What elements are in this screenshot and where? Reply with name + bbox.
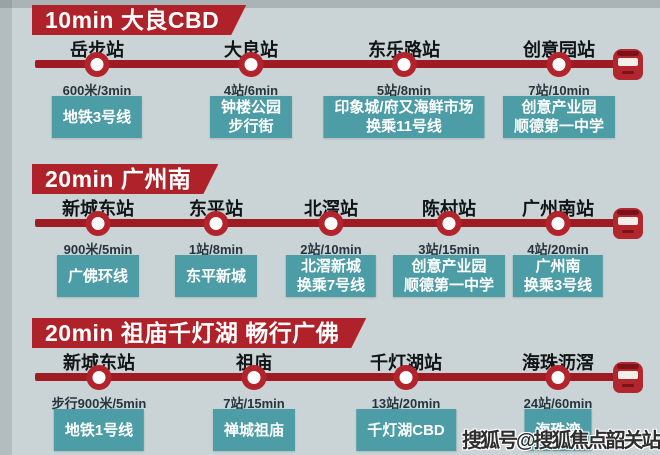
station-name: 新城东站 bbox=[62, 199, 134, 219]
station-dot-icon bbox=[545, 211, 571, 236]
destination-line: 千灯湖CBD bbox=[367, 421, 445, 439]
metro-line bbox=[35, 60, 623, 68]
destination-line: 换乘11号线 bbox=[366, 118, 442, 135]
train-windshield bbox=[618, 217, 638, 225]
station-name: 千灯湖站 bbox=[370, 353, 442, 373]
station-dot-icon bbox=[318, 211, 344, 236]
left-edge-shade bbox=[0, 0, 12, 455]
destination-line: 换乘7号线 bbox=[296, 277, 366, 294]
station-travel-time: 24站/60min bbox=[523, 396, 593, 411]
route-section-zumiao-qiandenghu: 20min 祖庙千灯湖 畅行广佛 新城东站 步行900米/5min 地铁1号线 … bbox=[0, 313, 660, 455]
sohu-watermark: 搜狐号@搜狐焦点韶关站 bbox=[462, 430, 660, 452]
station-dot-icon bbox=[86, 365, 112, 390]
destination-line: 北滘新城 bbox=[300, 258, 361, 275]
station-dot-icon bbox=[546, 52, 572, 77]
destination-box: 广州南 换乘3号线 bbox=[512, 255, 604, 297]
station-dot-icon bbox=[238, 52, 264, 77]
station-dot-icon bbox=[393, 365, 419, 390]
station-dot-icon bbox=[84, 52, 110, 77]
station-travel-time: 步行900米/5min bbox=[51, 396, 147, 411]
station-travel-time: 7站/15min bbox=[223, 396, 285, 411]
train-windshield bbox=[618, 58, 638, 66]
station-travel-time: 2站/10min bbox=[300, 242, 362, 257]
destination-box: 东平新城 bbox=[174, 255, 258, 297]
destination-box: 地铁1号线 bbox=[53, 409, 145, 451]
train-windshield bbox=[618, 371, 638, 379]
section-title: 20min 广州南 bbox=[45, 166, 192, 192]
station-name: 海珠沥滘 bbox=[522, 353, 594, 373]
station-travel-time: 4站/20min bbox=[527, 242, 589, 257]
destination-box: 印象城/府又海鲜市场 换乘11号线 bbox=[323, 96, 485, 138]
destination-box: 地铁3号线 bbox=[51, 96, 143, 138]
destination-line: 地铁3号线 bbox=[62, 108, 132, 126]
train-grille bbox=[622, 230, 634, 233]
train-icon bbox=[613, 362, 643, 393]
route-section-daliang-cbd: 10min 大良CBD 岳步站 600米/3min 地铁3号线 大良站 4站/6… bbox=[0, 0, 660, 159]
metro-line bbox=[35, 373, 623, 381]
destination-line: 广佛环线 bbox=[67, 267, 129, 285]
section-title-banner: 10min 大良CBD bbox=[32, 5, 246, 35]
station-name: 新城东站 bbox=[63, 353, 135, 373]
station-dot-icon bbox=[436, 211, 462, 236]
destination-line: 创意产业园 bbox=[411, 258, 487, 275]
station-travel-time: 13站/20min bbox=[371, 396, 441, 411]
route-section-guangzhou-south: 20min 广州南 新城东站 900米/5min 广佛环线 东平站 1站/8mi… bbox=[0, 159, 660, 318]
destination-box: 禅城祖庙 bbox=[212, 409, 296, 451]
station-name: 陈村站 bbox=[422, 199, 476, 219]
destination-box: 千灯湖CBD bbox=[356, 409, 456, 451]
station-dot-icon bbox=[85, 211, 111, 236]
destination-line: 顺德第一中学 bbox=[513, 118, 605, 135]
top-edge-shade bbox=[0, 0, 660, 8]
destination-box: 广佛环线 bbox=[56, 255, 140, 297]
station-name: 岳步站 bbox=[70, 40, 124, 60]
section-title-banner: 20min 广州南 bbox=[32, 164, 218, 194]
train-icon bbox=[613, 49, 643, 80]
destination-line: 钟楼公园 bbox=[220, 99, 282, 116]
train-grille bbox=[622, 384, 634, 387]
station-travel-time: 1站/8min bbox=[188, 242, 244, 257]
destination-line: 禅城祖庙 bbox=[223, 421, 285, 439]
station-travel-time: 7站/10min bbox=[528, 83, 590, 98]
destination-line: 创意产业园 bbox=[521, 99, 597, 116]
station-travel-time: 3站/15min bbox=[418, 242, 480, 257]
section-title: 20min 祖庙千灯湖 畅行广佛 bbox=[45, 320, 340, 346]
train-grille bbox=[622, 71, 634, 74]
station-name: 大良站 bbox=[224, 40, 278, 60]
station-name: 创意园站 bbox=[523, 40, 595, 60]
destination-line: 东平新城 bbox=[185, 267, 247, 285]
train-icon bbox=[613, 208, 643, 239]
station-travel-time: 600米/3min bbox=[62, 83, 132, 98]
section-title-banner: 20min 祖庙千灯湖 畅行广佛 bbox=[32, 318, 366, 348]
station-dot-icon bbox=[241, 365, 267, 390]
station-dot-icon bbox=[391, 52, 417, 77]
station-name: 东平站 bbox=[189, 199, 243, 219]
destination-line: 广州南 bbox=[535, 258, 581, 275]
station-dot-icon bbox=[203, 211, 229, 236]
destination-line: 换乘3号线 bbox=[523, 277, 593, 294]
destination-line: 印象城/府又海鲜市场 bbox=[334, 99, 474, 116]
destination-line: 地铁1号线 bbox=[64, 421, 134, 439]
destination-box: 钟楼公园 步行街 bbox=[209, 96, 293, 138]
destination-box: 北滘新城 换乘7号线 bbox=[285, 255, 377, 297]
station-name: 东乐路站 bbox=[368, 40, 440, 60]
destination-line: 顺德第一中学 bbox=[403, 277, 495, 294]
station-dot-icon bbox=[545, 365, 571, 390]
destination-box: 创意产业园 顺德第一中学 bbox=[502, 96, 616, 138]
section-title: 10min 大良CBD bbox=[45, 7, 220, 33]
station-travel-time: 900米/5min bbox=[63, 242, 133, 257]
train-roof bbox=[617, 51, 639, 56]
train-roof bbox=[617, 364, 639, 369]
destination-line: 步行街 bbox=[228, 118, 274, 135]
station-travel-time: 4站/6min bbox=[223, 83, 279, 98]
station-name: 北滘站 bbox=[304, 199, 358, 219]
station-travel-time: 5站/8min bbox=[376, 83, 432, 98]
destination-box: 创意产业园 顺德第一中学 bbox=[392, 255, 506, 297]
destination-line: 海珠湾 bbox=[535, 421, 581, 439]
train-roof bbox=[617, 210, 639, 215]
station-name: 广州南站 bbox=[522, 199, 594, 219]
destination-box: 海珠湾 bbox=[524, 409, 592, 451]
